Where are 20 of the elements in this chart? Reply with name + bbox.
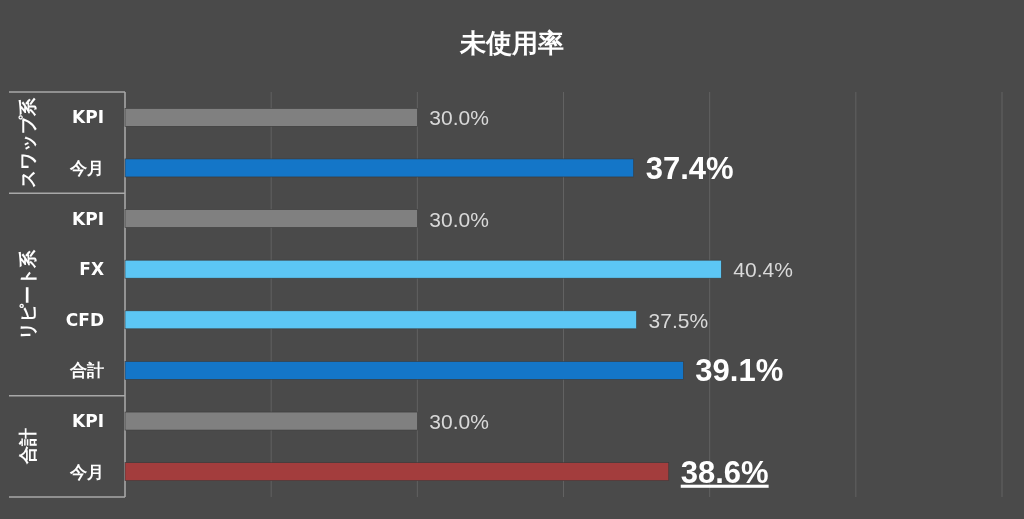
y-tick-label: 今月 — [69, 461, 104, 482]
y-tick-label: KPI — [72, 208, 104, 229]
y-tick-label: 合計 — [69, 360, 104, 381]
y-tick-label: FX — [79, 259, 104, 280]
data-label: 38.6% — [680, 454, 769, 490]
text: 合計 — [16, 428, 38, 466]
data-label: 37.5% — [648, 308, 709, 332]
text: リピート系 — [16, 248, 38, 340]
y-tick-label: 今月 — [69, 157, 104, 178]
data-label: 40.4% — [733, 258, 793, 282]
data-label: 37.4% — [645, 150, 734, 186]
chart-title: 未使用率 — [459, 28, 564, 58]
y-tick-label: KPI — [72, 107, 104, 128]
data-label: 30.0% — [429, 207, 489, 231]
y-tick-label: KPI — [72, 411, 104, 432]
data-label: 39.1% — [695, 353, 784, 389]
text: スワップ系 — [16, 96, 38, 188]
data-label: 30.0% — [429, 106, 489, 130]
data-label: 30.0% — [429, 410, 489, 434]
y-tick-label: CFD — [65, 309, 104, 330]
